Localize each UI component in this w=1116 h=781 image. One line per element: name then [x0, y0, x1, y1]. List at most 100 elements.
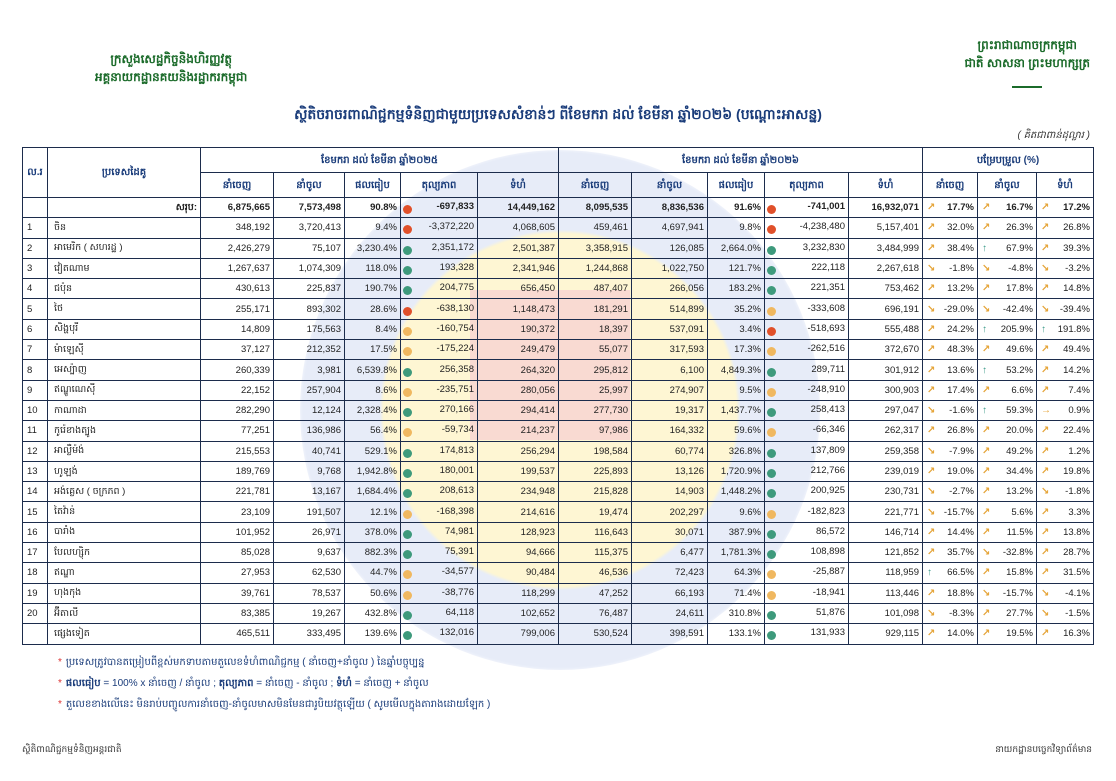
down-right-arrow-icon: ↘ — [927, 486, 936, 498]
status-dot-icon — [403, 428, 412, 438]
size-2025: 2,341,946 — [477, 257, 559, 280]
cell-value: -66,346 — [812, 424, 845, 436]
ratio-2026: 3.4% — [707, 318, 765, 341]
table-row: 11 កូរ៉េខាងត្បូង 77,251 136,986 56.4% -59,734… — [22, 420, 1094, 442]
cell-value: -235,751 — [436, 383, 474, 395]
country-name: ចិន — [47, 217, 201, 239]
change-size: ↗ 1.2% — [1036, 440, 1094, 462]
size-2026: 696,191 — [848, 298, 923, 320]
cell-value: 260,339 — [235, 364, 270, 376]
imports-2026: 19,317 — [631, 399, 708, 422]
up-right-arrow-icon: ↗ — [982, 445, 991, 457]
cell-value: 398,591 — [669, 628, 704, 640]
cell-value: -4.8% — [1008, 263, 1033, 275]
cell-value: 378.0% — [364, 526, 397, 538]
cell-value: 190.7% — [364, 283, 397, 295]
change-exports: ↘ -2.7% — [922, 481, 978, 503]
cell-value: 59.3% — [1006, 405, 1033, 417]
cell-value: 0.9% — [1068, 405, 1090, 417]
status-dot-icon — [403, 448, 412, 458]
status-dot-icon — [767, 428, 776, 438]
cell-value: 4,849.3% — [720, 364, 761, 376]
row-number: 19 — [22, 582, 48, 604]
balance-2026: -262,516 — [764, 339, 849, 361]
cell-value: 28.6% — [370, 303, 397, 315]
row-number: 15 — [22, 501, 48, 523]
cell-value: 225,837 — [306, 283, 341, 295]
size-2025: 249,479 — [477, 339, 559, 361]
ratio-2025: 378.0% — [344, 521, 401, 544]
cell-value: 326.8% — [728, 445, 761, 457]
up-right-arrow-icon: ↗ — [1041, 425, 1050, 437]
up-right-arrow-icon: ↗ — [1041, 526, 1050, 538]
change-imports: ↗ 13.2% — [977, 481, 1037, 503]
row-number: 18 — [22, 562, 48, 584]
ratio-2025: 190.7% — [344, 278, 401, 300]
cell-value: 555,488 — [884, 323, 919, 335]
cell-value: 1,244,868 — [585, 263, 628, 275]
col-exp-2026: នាំចេញ — [558, 172, 632, 198]
row-number: 10 — [22, 399, 48, 422]
kingdom-name: ព្រះរាជាណាចក្រកម្ពុជា — [977, 38, 1077, 52]
status-dot-icon — [403, 245, 412, 255]
cell-value: 49.2% — [1006, 445, 1033, 457]
exports-2026: 25,997 — [558, 379, 632, 401]
balance-2025: 2,351,172 — [400, 237, 478, 259]
change-imports: ↗ 34.4% — [977, 460, 1037, 483]
cell-value: 85,028 — [240, 547, 270, 559]
down-right-arrow-icon: ↘ — [1041, 486, 1050, 498]
cell-value: 256,358 — [439, 363, 474, 375]
size-2026: 146,714 — [848, 521, 923, 544]
change-exports: ↘ -7.9% — [922, 440, 978, 462]
country-name: វៀតណាម — [47, 257, 201, 280]
change-size: ↗ 14.2% — [1036, 359, 1094, 381]
balance-2025: 256,358 — [400, 359, 478, 381]
cell-value: 191.8% — [1057, 323, 1090, 335]
size-2025: 264,320 — [477, 359, 559, 381]
imports-2026: 537,091 — [631, 318, 708, 341]
balance-2026: 108,898 — [764, 542, 849, 564]
cell-value: -333,608 — [807, 302, 845, 314]
ratio-2025: 17.5% — [344, 339, 401, 361]
term-balance: តុល្យភាព — [218, 678, 254, 689]
down-right-arrow-icon: ↘ — [982, 587, 991, 599]
cell-value: 19,474 — [598, 506, 628, 518]
cell-value: 40,741 — [311, 445, 341, 457]
change-size: ↘ -1.8% — [1036, 481, 1094, 503]
balance-2026: -4,238,480 — [764, 217, 849, 239]
change-size: ↗ 16.3% — [1036, 623, 1094, 645]
down-right-arrow-icon: ↘ — [982, 547, 991, 559]
up-right-arrow-icon: ↗ — [982, 486, 991, 498]
table-row: 3 វៀតណាម 1,267,637 1,074,309 118.0% 193,328 2,… — [22, 257, 1094, 280]
size-2025: 94,666 — [477, 542, 559, 564]
up-right-arrow-icon: ↗ — [1041, 466, 1050, 477]
ratio-2026: 326.8% — [707, 440, 765, 462]
cell-value: -29.0% — [943, 303, 974, 315]
down-right-arrow-icon: ↘ — [927, 405, 936, 417]
row-number: 3 — [22, 257, 48, 280]
up-arrow-icon: ↑ — [927, 567, 932, 579]
change-imports: ↗ 16.7% — [977, 196, 1037, 219]
cell-value: 17.7% — [947, 202, 974, 214]
balance-2026: 212,766 — [764, 460, 849, 483]
size-2026: 118,959 — [848, 562, 923, 584]
exports-2025: 348,192 — [200, 217, 274, 239]
up-arrow-icon: ↑ — [982, 364, 987, 376]
cell-value: 55,077 — [598, 344, 628, 356]
col-ratio-2025: ផលធៀប — [344, 172, 401, 198]
down-right-arrow-icon: ↘ — [927, 506, 936, 518]
size-2026: 121,852 — [848, 542, 923, 564]
row-number — [22, 196, 48, 219]
size-2025: 118,299 — [477, 582, 559, 604]
change-exports: ↘ -15.7% — [922, 501, 978, 523]
status-dot-icon — [403, 306, 412, 316]
cell-value: 294,414 — [520, 405, 555, 417]
cell-value: 277,730 — [593, 405, 628, 417]
up-right-arrow-icon: ↗ — [982, 466, 991, 477]
term-ratio: ផលធៀប — [65, 678, 101, 689]
cell-value: -34,577 — [441, 566, 474, 578]
change-size: ↗ 49.4% — [1036, 339, 1094, 361]
cell-value: 86,572 — [815, 525, 845, 537]
cell-value: 47,252 — [598, 587, 628, 599]
row-number: 2 — [22, 237, 48, 259]
